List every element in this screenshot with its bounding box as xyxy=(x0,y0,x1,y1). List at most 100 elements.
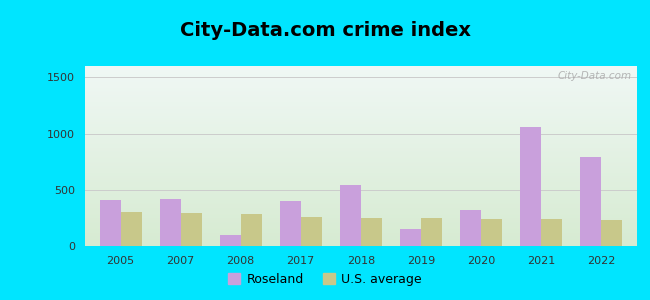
Bar xyxy=(84,113,637,114)
Bar xyxy=(84,224,637,226)
Bar xyxy=(520,127,541,246)
Bar xyxy=(84,197,637,198)
Bar xyxy=(99,200,120,246)
Bar xyxy=(159,199,181,246)
Bar xyxy=(84,89,637,90)
Bar xyxy=(84,157,637,158)
Bar xyxy=(84,140,637,142)
Bar xyxy=(84,200,637,202)
Bar xyxy=(84,220,637,221)
Bar xyxy=(120,212,142,246)
Bar xyxy=(84,212,637,214)
Bar xyxy=(84,180,637,181)
Bar xyxy=(84,104,637,106)
Bar xyxy=(84,114,637,115)
Bar xyxy=(84,188,637,190)
Bar xyxy=(84,118,637,119)
Bar xyxy=(84,242,637,244)
Bar xyxy=(84,182,637,184)
Bar xyxy=(84,73,637,74)
Bar xyxy=(84,208,637,209)
Bar xyxy=(84,215,637,216)
Bar xyxy=(481,219,502,246)
Bar xyxy=(84,143,637,144)
Bar xyxy=(84,238,637,239)
Bar xyxy=(84,103,637,104)
Bar xyxy=(84,107,637,108)
Bar xyxy=(84,68,637,70)
Bar xyxy=(421,218,442,246)
Bar xyxy=(84,168,637,169)
Bar xyxy=(84,226,637,227)
Bar xyxy=(84,178,637,179)
Bar xyxy=(84,149,637,150)
Bar xyxy=(84,193,637,194)
Bar xyxy=(84,78,637,79)
Bar xyxy=(84,131,637,132)
Bar xyxy=(84,125,637,126)
Bar xyxy=(84,233,637,234)
Bar xyxy=(84,163,637,164)
Bar xyxy=(84,144,637,145)
Bar xyxy=(460,210,481,246)
Bar xyxy=(84,86,637,88)
Bar xyxy=(84,185,637,186)
Bar xyxy=(84,76,637,77)
Bar xyxy=(400,229,421,246)
Bar xyxy=(361,218,382,246)
Bar xyxy=(84,90,637,91)
Bar xyxy=(84,119,637,120)
Bar xyxy=(84,218,637,220)
Bar xyxy=(84,239,637,240)
Bar xyxy=(84,176,637,178)
Bar xyxy=(84,151,637,152)
Bar xyxy=(84,67,637,68)
Bar xyxy=(340,185,361,246)
Bar xyxy=(84,70,637,71)
Bar xyxy=(84,115,637,116)
Bar xyxy=(84,194,637,196)
Bar xyxy=(84,126,637,127)
Bar xyxy=(84,138,637,139)
Bar xyxy=(84,227,637,228)
Bar xyxy=(84,132,637,133)
Bar xyxy=(84,235,637,236)
Bar xyxy=(84,142,637,143)
Bar xyxy=(84,206,637,208)
Bar xyxy=(84,229,637,230)
Bar xyxy=(84,134,637,136)
Bar xyxy=(84,181,637,182)
Bar xyxy=(84,234,637,235)
Bar xyxy=(84,80,637,82)
Bar xyxy=(84,128,637,130)
Bar xyxy=(541,219,562,246)
Bar xyxy=(84,209,637,210)
Bar xyxy=(84,232,637,233)
Bar xyxy=(84,136,637,137)
Bar xyxy=(84,110,637,112)
Bar xyxy=(84,174,637,175)
Bar xyxy=(84,139,637,140)
Bar xyxy=(84,79,637,80)
Bar xyxy=(84,122,637,124)
Bar xyxy=(84,170,637,172)
Bar xyxy=(84,146,637,148)
Bar xyxy=(84,199,637,200)
Bar xyxy=(84,95,637,96)
Bar xyxy=(84,145,637,146)
Bar xyxy=(84,66,637,67)
Bar xyxy=(301,217,322,246)
Text: City-Data.com crime index: City-Data.com crime index xyxy=(179,21,471,40)
Bar xyxy=(181,213,202,246)
Bar xyxy=(84,216,637,217)
Bar xyxy=(84,155,637,156)
Bar xyxy=(84,92,637,94)
Bar xyxy=(84,166,637,167)
Bar xyxy=(84,102,637,103)
Bar xyxy=(84,94,637,95)
Bar xyxy=(84,112,637,113)
Bar xyxy=(84,83,637,84)
Bar xyxy=(84,71,637,72)
Bar xyxy=(84,169,637,170)
Bar xyxy=(84,221,637,222)
